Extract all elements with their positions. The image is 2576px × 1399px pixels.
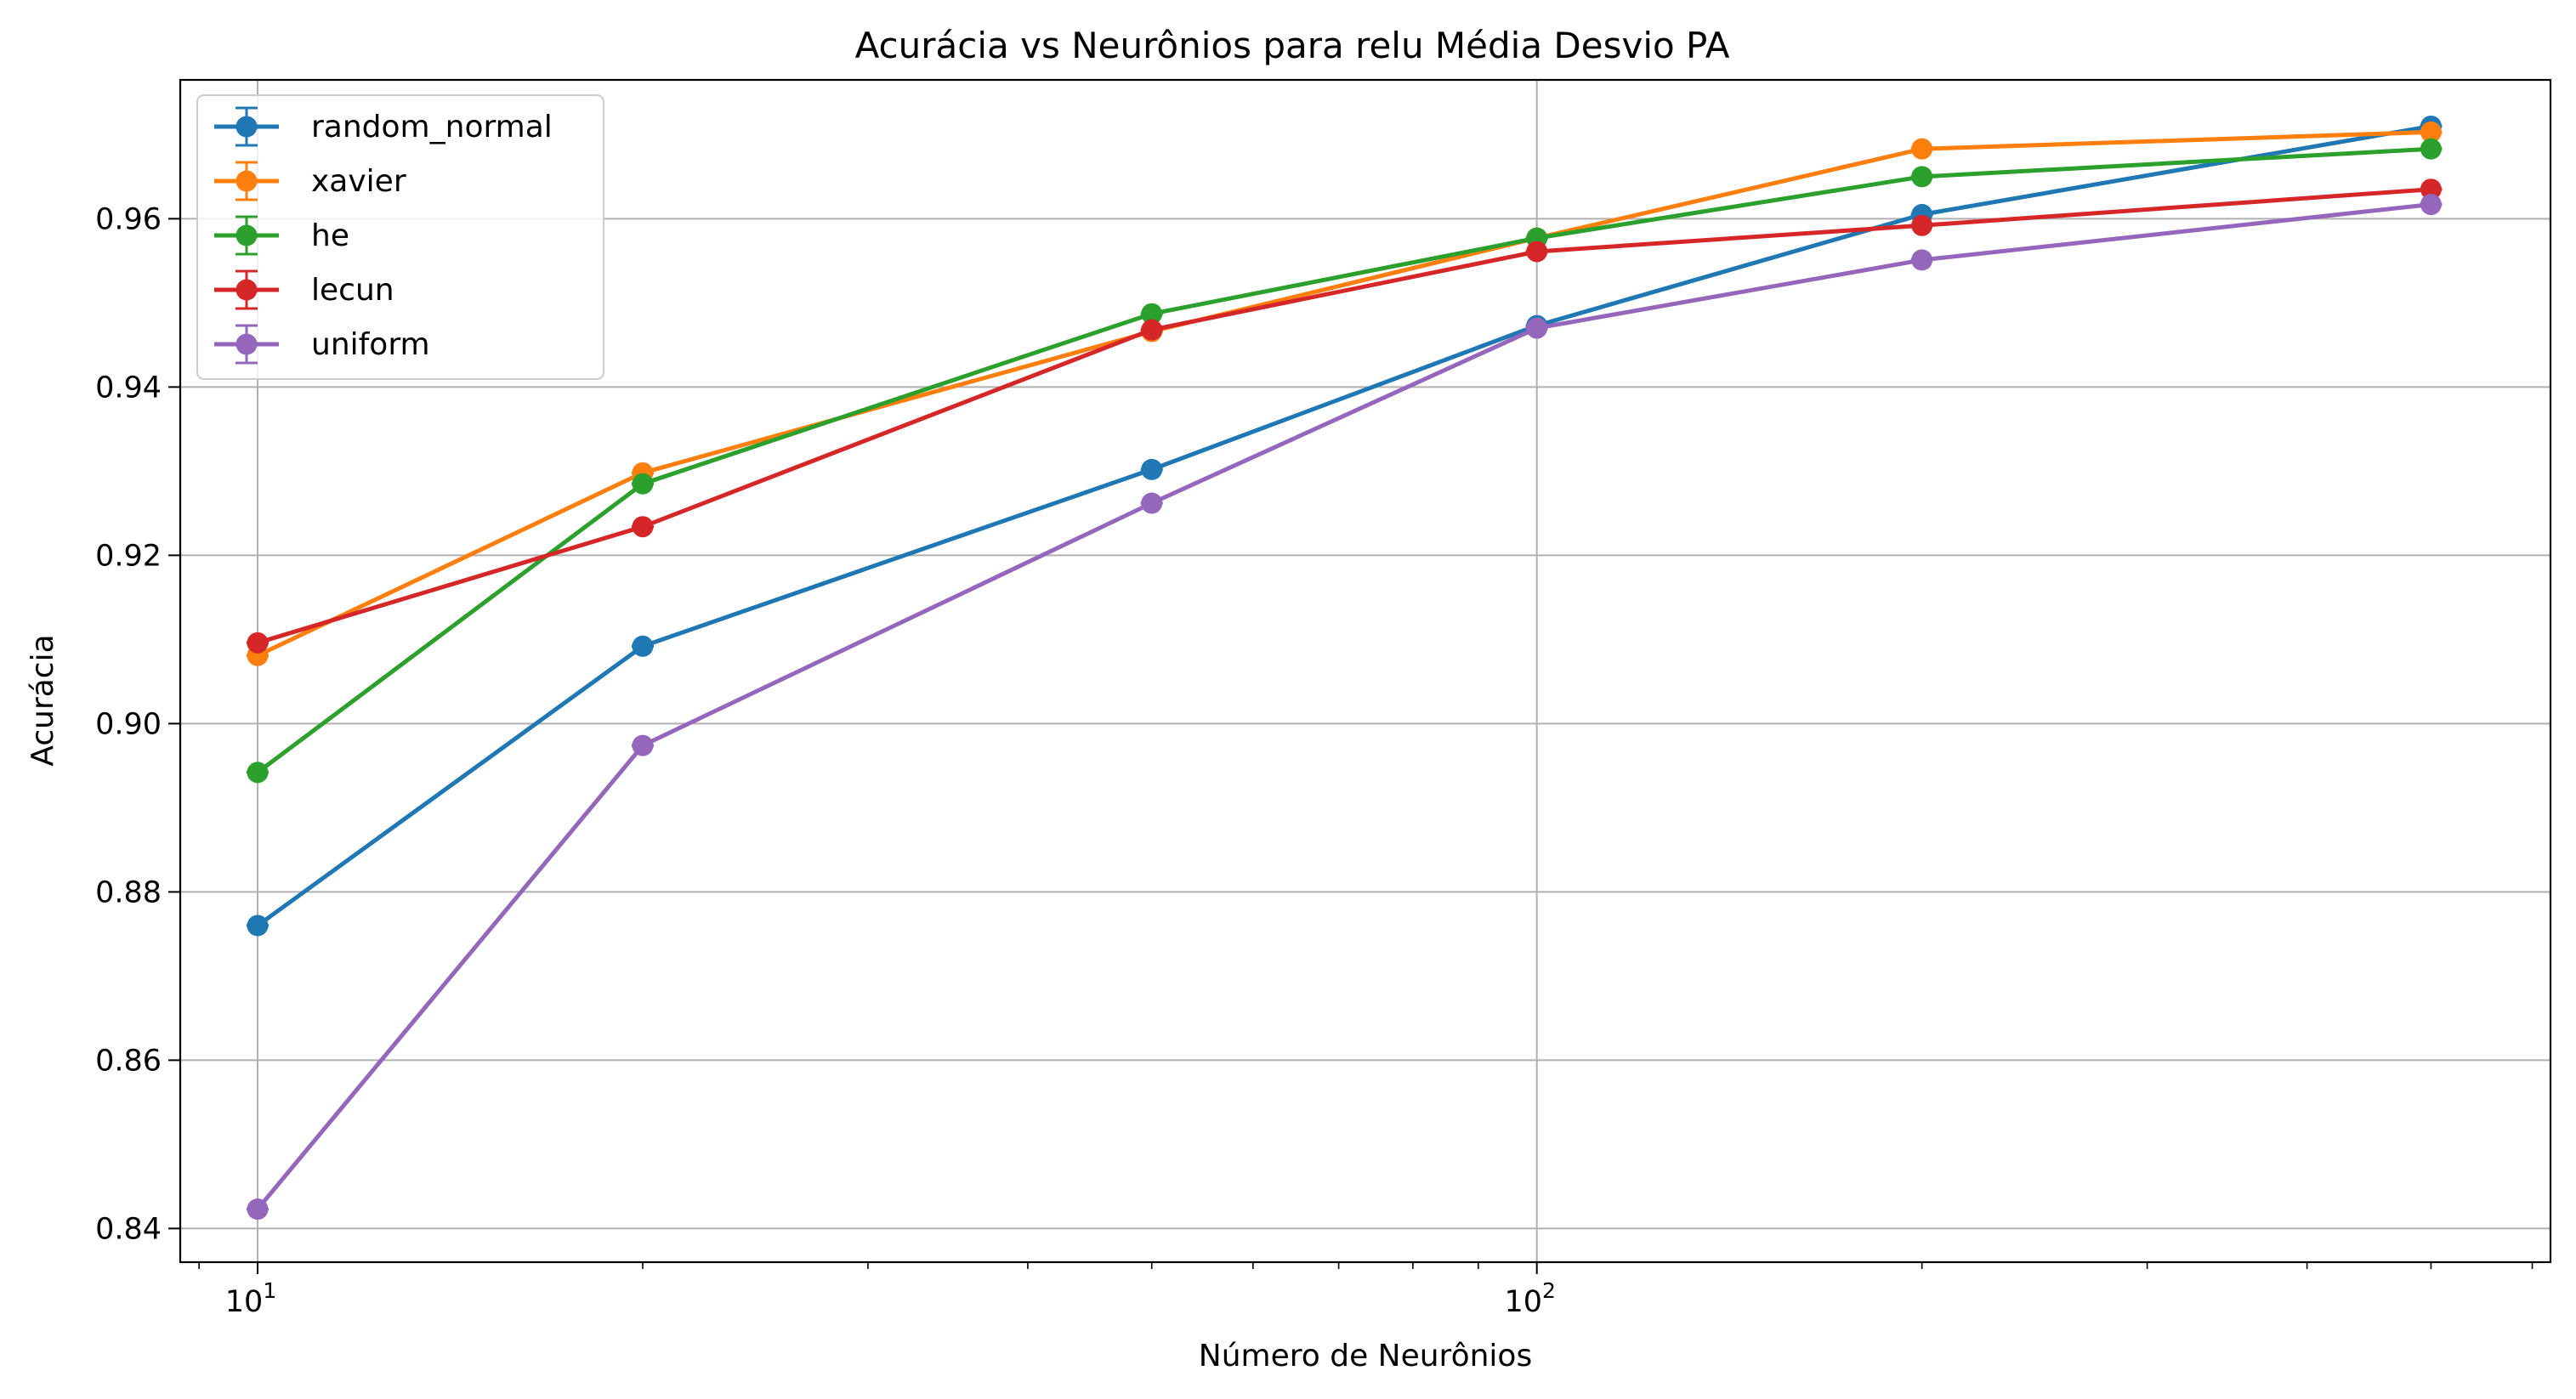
series-line-xavier <box>256 129 2431 658</box>
legend-marker-xavier <box>235 170 258 192</box>
data-point-uniform <box>2420 194 2442 216</box>
y-tick-label: 0.90 <box>95 707 162 741</box>
legend-marker-lecun <box>235 279 258 301</box>
y-tick-label: 0.94 <box>95 371 162 405</box>
y-tick-label: 0.96 <box>95 202 162 236</box>
legend-box <box>196 94 604 380</box>
series-line-uniform <box>256 202 2431 1211</box>
data-point-xavier <box>2420 121 2442 143</box>
data-point-uniform <box>1141 492 1163 514</box>
data-point-lecun <box>247 632 269 654</box>
series-line-he <box>256 146 2431 774</box>
data-point-lecun <box>1526 241 1548 263</box>
y-tick-label: 0.86 <box>95 1044 162 1078</box>
legend-marker-uniform <box>235 333 258 355</box>
legend-label-xavier: xavier <box>311 164 406 199</box>
data-point-lecun <box>632 516 654 538</box>
data-point-uniform <box>247 1198 269 1221</box>
data-point-uniform <box>1911 249 1933 271</box>
data-point-random_normal <box>632 635 654 657</box>
plot-series <box>247 115 2443 1221</box>
series-line-random_normal <box>256 124 2431 928</box>
plot-frame <box>179 78 2552 1264</box>
data-point-he <box>1911 166 1933 188</box>
legend-marker-random_normal <box>235 116 258 138</box>
data-point-xavier <box>1911 138 1933 160</box>
data-point-he <box>632 473 654 495</box>
x-axis-label: Número de Neurônios <box>1199 1339 1532 1374</box>
data-point-lecun <box>1141 319 1163 341</box>
x-tick-exponent: 1 <box>263 1278 276 1303</box>
data-point-lecun <box>2420 178 2442 201</box>
series-line-lecun <box>257 187 2431 645</box>
legend-marker-he <box>235 224 258 246</box>
data-point-random_normal <box>1141 458 1163 480</box>
legend-label-uniform: uniform <box>311 327 430 362</box>
data-point-he <box>247 762 269 784</box>
y-tick-label: 0.84 <box>95 1212 162 1246</box>
legend-label-random_normal: random_normal <box>311 110 553 144</box>
data-point-uniform <box>1526 317 1548 339</box>
data-point-he <box>1141 303 1163 325</box>
axes <box>179 78 2552 1264</box>
data-point-he <box>2420 138 2442 160</box>
legend-label-he: he <box>311 218 349 253</box>
data-point-random_normal <box>247 915 269 937</box>
chart-title: Acurácia vs Neurônios para relu Média De… <box>855 25 1730 66</box>
data-point-uniform <box>632 734 654 756</box>
y-tick-label: 0.88 <box>95 875 162 909</box>
y-axis-label: Acurácia <box>26 634 60 766</box>
legend-label-lecun: lecun <box>311 273 394 308</box>
x-tick-exponent: 2 <box>1542 1278 1556 1303</box>
data-point-lecun <box>1911 214 1933 236</box>
y-tick-label: 0.92 <box>95 539 162 573</box>
